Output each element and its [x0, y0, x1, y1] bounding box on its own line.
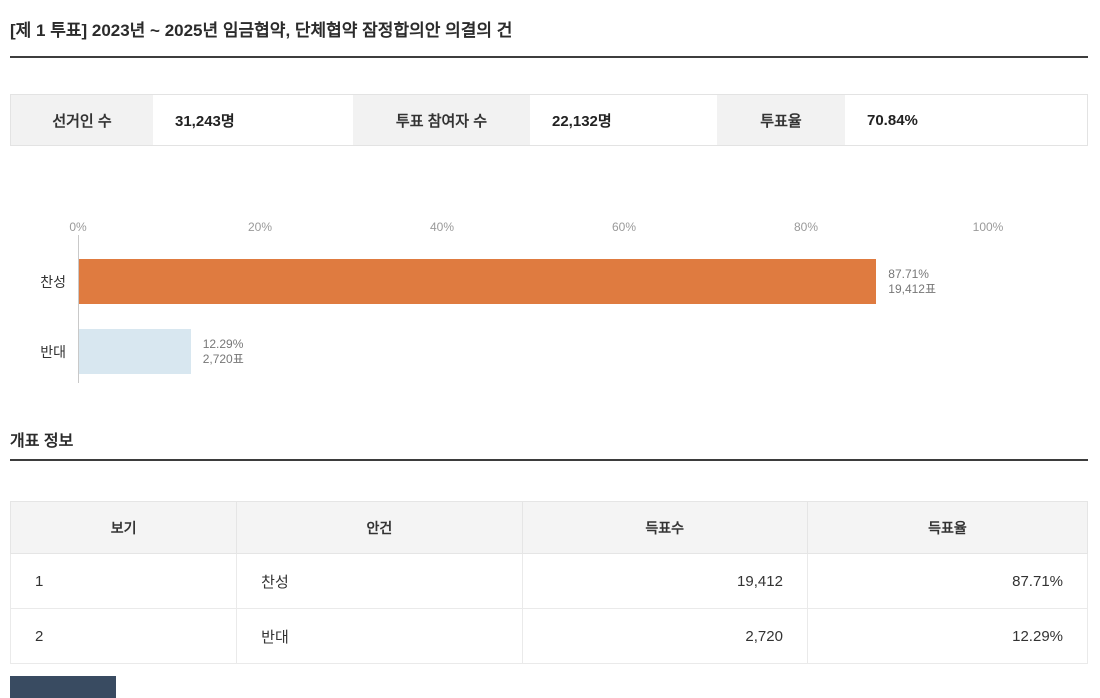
participants-label: 투표 참여자 수 — [353, 95, 530, 145]
electors-value: 31,243명 — [153, 95, 353, 145]
approve-votes: 19,412표 — [888, 281, 937, 296]
row1-rate: 87.71% — [806, 553, 1089, 609]
x-tick-80: 80% — [793, 220, 819, 234]
row2-agenda: 반대 — [236, 608, 523, 664]
electors-label: 선거인 수 — [11, 95, 153, 145]
participants-value: 22,132명 — [530, 95, 717, 145]
approve-bar-value: 87.71% 19,412표 — [888, 267, 936, 297]
counted-results-table: 보기 안건 득표수 득표율 1 찬성 19,412 87.71% 2 반대 2,… — [9, 501, 1089, 664]
row2-votes: 2,720 — [521, 608, 808, 664]
oppose-percent: 12.29% — [202, 336, 244, 351]
approve-bar — [79, 259, 877, 304]
vote-result-bar-chart: 0% 20% 40% 60% 80% 100% 찬성 87.71% 19,412… — [10, 220, 1088, 383]
row2-option-no: 2 — [9, 608, 238, 664]
x-tick-40: 40% — [429, 220, 455, 234]
row2-rate: 12.29% — [806, 608, 1089, 664]
x-axis-ticks: 0% 20% 40% 60% 80% 100% — [69, 220, 1003, 235]
turnout-label: 투표율 — [717, 95, 845, 145]
oppose-category-label: 반대 — [40, 343, 66, 360]
chart-plot-area: 찬성 87.71% 19,412표 반대 12.29% 2,720표 — [40, 235, 988, 383]
row1-votes: 19,412 — [521, 553, 808, 609]
list-button-partial[interactable] — [10, 676, 116, 698]
counted-results-heading: 개표 정보 — [10, 432, 1088, 461]
x-tick-0: 0% — [69, 220, 87, 234]
page-title: [제 1 투표] 2023년 ~ 2025년 임금협약, 단체협약 잠정합의안 … — [10, 0, 1088, 58]
vote-summary-strip: 선거인 수 31,243명 투표 참여자 수 22,132명 투표율 70.84… — [10, 94, 1088, 146]
x-tick-20: 20% — [247, 220, 273, 234]
approve-bar-row: 찬성 87.71% 19,412표 — [40, 259, 988, 304]
oppose-votes: 2,720표 — [202, 351, 244, 366]
oppose-bar — [79, 329, 191, 374]
x-tick-100: 100% — [972, 220, 1004, 234]
table-row: 2 반대 2,720 12.29% — [9, 608, 1089, 664]
row1-agenda: 찬성 — [236, 553, 523, 609]
column-header-votes: 득표수 — [521, 501, 808, 554]
x-tick-60: 60% — [611, 220, 637, 234]
column-header-agenda: 안건 — [236, 501, 523, 554]
table-row: 1 찬성 19,412 87.71% — [9, 553, 1089, 609]
approve-category-label: 찬성 — [40, 273, 66, 290]
column-header-rate: 득표율 — [806, 501, 1089, 554]
approve-percent: 87.71% — [888, 266, 929, 281]
vote-result-page: [제 1 투표] 2023년 ~ 2025년 임금협약, 단체협약 잠정합의안 … — [9, 0, 1089, 698]
row1-option-no: 1 — [9, 553, 238, 609]
turnout-value: 70.84% — [845, 95, 1087, 145]
oppose-bar-value: 12.29% 2,720표 — [203, 337, 244, 367]
table-header-row: 보기 안건 득표수 득표율 — [9, 501, 1089, 554]
oppose-bar-row: 반대 12.29% 2,720표 — [40, 329, 988, 374]
column-header-option-no: 보기 — [9, 501, 238, 554]
